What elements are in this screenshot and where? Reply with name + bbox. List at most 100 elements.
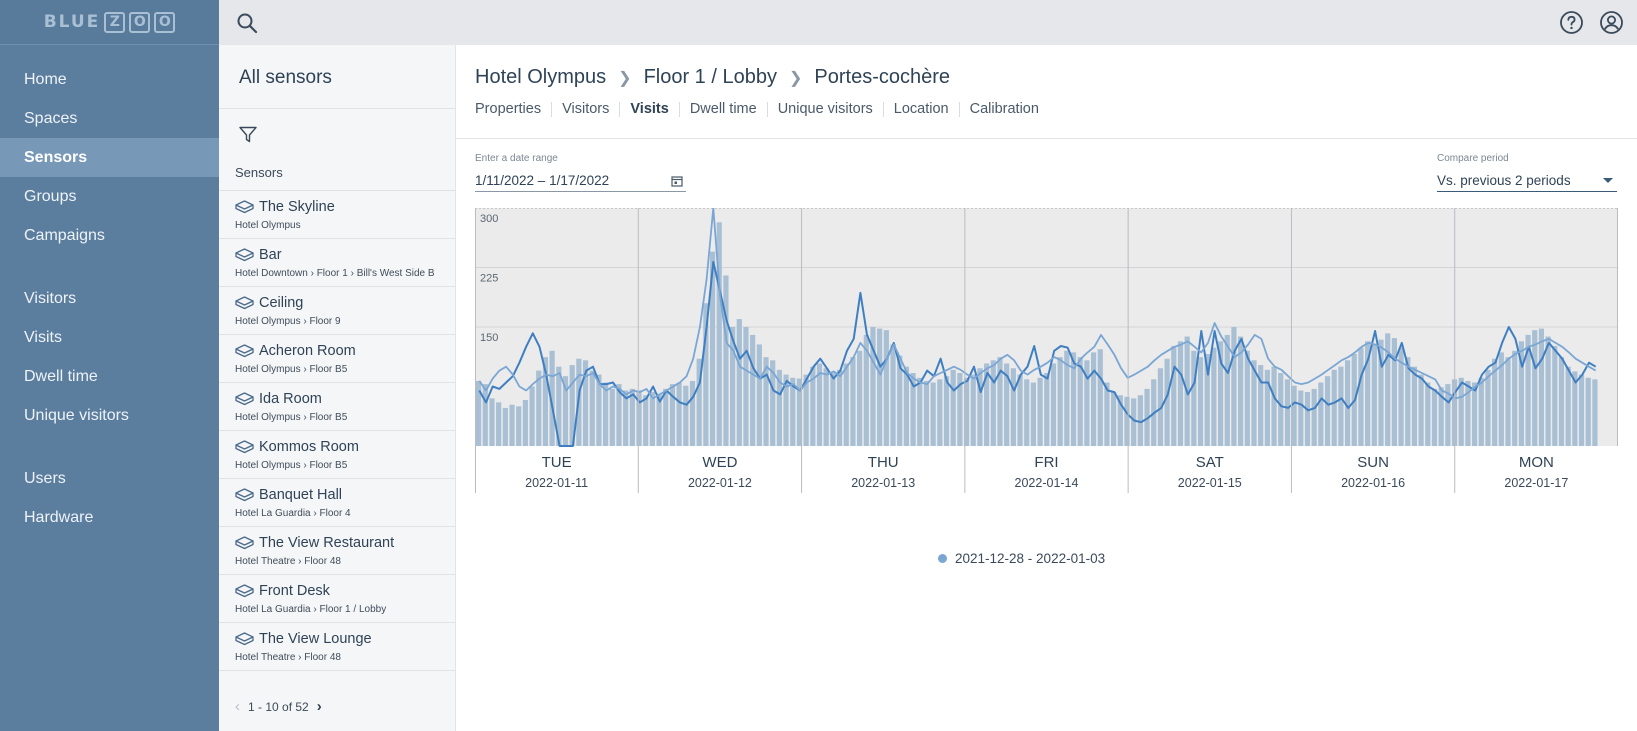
series-line: [478, 260, 1597, 447]
bar: [1445, 384, 1451, 446]
pagination: ‹ 1 - 10 of 52 ›: [235, 698, 322, 715]
bar: [1331, 369, 1337, 446]
pager-next-icon[interactable]: ›: [316, 698, 322, 715]
bar: [536, 370, 542, 446]
tab-location[interactable]: Location: [882, 102, 959, 117]
bar: [569, 365, 575, 446]
x-date-label: 2022-01-12: [688, 476, 752, 490]
sensor-list-item[interactable]: Ida Room Hotel Olympus › Floor B5: [219, 383, 455, 431]
nav-group-primary: Home Spaces Sensors Groups Campaigns: [0, 60, 219, 255]
sensor-path: Hotel Olympus › Floor B5: [235, 364, 348, 375]
bar: [562, 376, 569, 446]
nav-item-hardware[interactable]: Hardware: [24, 509, 94, 526]
bar: [709, 251, 716, 446]
filter-button[interactable]: [219, 109, 455, 161]
tab-unique-visitors[interactable]: Unique visitors: [766, 102, 883, 117]
bar: [516, 406, 522, 446]
nav-item-unique-visitors[interactable]: Unique visitors: [24, 407, 129, 424]
bar: [1391, 338, 1397, 446]
bar: [1324, 376, 1331, 446]
nav-separator: [0, 435, 219, 459]
sensor-list-item[interactable]: Front Desk Hotel La Guardia › Floor 1 / L…: [219, 575, 455, 623]
brand-logo-box: O: [129, 11, 151, 33]
sensor-icon: [235, 440, 254, 454]
bar: [877, 328, 883, 446]
help-icon[interactable]: [1559, 10, 1584, 35]
bar: [1217, 341, 1224, 446]
tab-visitors[interactable]: Visitors: [551, 102, 619, 117]
bar: [496, 402, 502, 446]
bar: [1592, 379, 1598, 446]
bar: [1004, 363, 1010, 446]
bar: [756, 344, 762, 446]
sensor-title-row: Ceiling: [235, 293, 455, 313]
tab-properties[interactable]: Properties: [475, 101, 542, 117]
bar: [1164, 358, 1170, 446]
bar: [1144, 388, 1150, 446]
nav-item-groups[interactable]: Groups: [24, 188, 77, 205]
sensor-path: Hotel Theatre › Floor 48: [235, 556, 341, 567]
nav-item-spaces[interactable]: Spaces: [24, 110, 78, 127]
bar: [529, 386, 535, 446]
sensor-list-item[interactable]: Bar Hotel Downtown › Floor 1 › Bill's Wes…: [219, 239, 455, 287]
bar: [843, 363, 849, 446]
brand-logo[interactable]: BLUE Z O O: [44, 11, 176, 33]
bar: [1024, 379, 1030, 446]
breadcrumb-item[interactable]: Floor 1 / Lobby: [643, 66, 777, 88]
bar: [703, 303, 709, 446]
bar: [609, 388, 615, 446]
sensor-list-item[interactable]: Banquet Hall Hotel La Guardia › Floor 4: [219, 479, 455, 527]
tab-visits[interactable]: Visits: [619, 102, 678, 117]
sensor-icon: [235, 200, 254, 214]
sensor-list-item[interactable]: The View Restaurant Hotel Theatre › Floor…: [219, 527, 455, 575]
bar: [890, 344, 896, 446]
date-range-input[interactable]: 1/11/2022 – 1/17/2022: [475, 170, 686, 192]
bar: [970, 374, 976, 446]
tab-calibration[interactable]: Calibration: [958, 102, 1049, 117]
nav-item-home[interactable]: Home: [24, 71, 67, 88]
bar: [1478, 377, 1484, 446]
bar: [476, 380, 482, 446]
nav-item-users[interactable]: Users: [24, 470, 66, 487]
bar: [830, 373, 836, 446]
bar: [1251, 360, 1257, 446]
brand-logo-box: Z: [104, 11, 126, 33]
nav-item-dwell-time[interactable]: Dwell time: [24, 368, 98, 385]
bar: [696, 358, 702, 446]
sensor-icon: [235, 536, 254, 550]
main-navigation: BLUE Z O O Home Spaces Sensors Groups Ca…: [0, 0, 219, 731]
nav-item-campaigns[interactable]: Campaigns: [24, 227, 105, 244]
bar: [1458, 377, 1464, 446]
bar: [776, 369, 782, 446]
bar: [963, 377, 970, 446]
bar: [1558, 357, 1565, 446]
bar: [836, 369, 843, 446]
bar: [1471, 382, 1478, 446]
sensor-list-item[interactable]: Kommos Room Hotel Olympus › Floor B5: [219, 431, 455, 479]
bar: [636, 390, 642, 446]
search-icon[interactable]: [235, 11, 259, 35]
sensor-list-item[interactable]: The View Lounge Hotel Theatre › Floor 48: [219, 623, 455, 671]
bar: [1137, 395, 1143, 446]
sensor-list-item[interactable]: Ceiling Hotel Olympus › Floor 9: [219, 287, 455, 335]
bar: [950, 369, 956, 446]
bar: [930, 382, 936, 446]
bar: [1411, 366, 1418, 446]
chart-legend[interactable]: 2021-12-28 - 2022-01-03: [938, 551, 1105, 566]
sensor-list-item[interactable]: Acheron Room Hotel Olympus › Floor B5: [219, 335, 455, 383]
account-icon[interactable]: [1599, 10, 1624, 35]
nav-item-sensors[interactable]: Sensors: [0, 138, 219, 177]
breadcrumb-item[interactable]: Hotel Olympus: [475, 66, 607, 88]
sensor-list-item[interactable]: The Skyline Hotel Olympus: [219, 191, 455, 239]
bar: [783, 374, 789, 446]
nav-item-visitors[interactable]: Visitors: [24, 290, 77, 307]
bar: [796, 378, 803, 446]
nav-item-visits[interactable]: Visits: [24, 329, 62, 346]
bar: [1371, 344, 1377, 446]
compare-period-select[interactable]: Vs. previous 2 periods: [1437, 170, 1617, 192]
tab-dwell-time[interactable]: Dwell time: [678, 102, 767, 117]
bar: [1010, 368, 1016, 446]
calendar-icon[interactable]: [671, 175, 683, 187]
pager-prev-icon[interactable]: ‹: [235, 698, 240, 715]
sensor-icon: [235, 344, 254, 358]
